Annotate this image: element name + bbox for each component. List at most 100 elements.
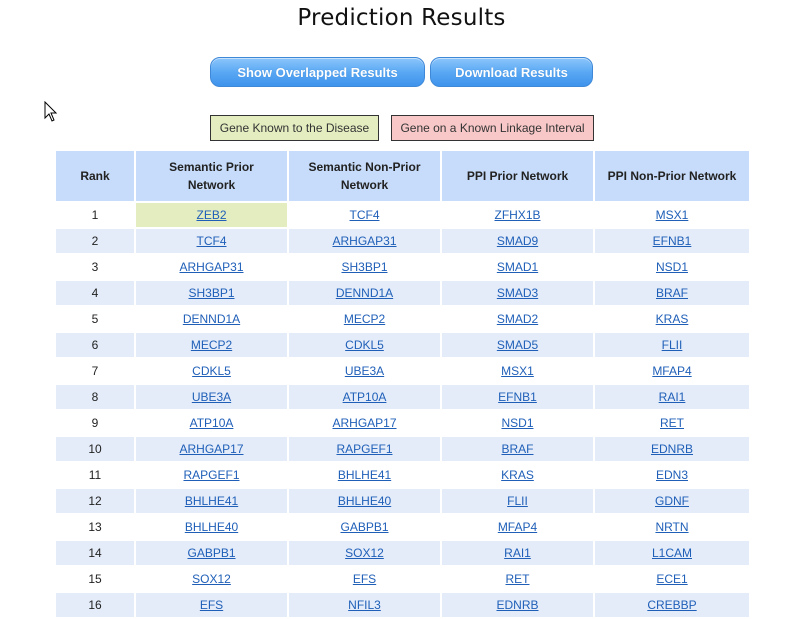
semantic-nonprior-gene-link[interactable]: TCF4 bbox=[349, 208, 380, 222]
gene-cell: EFS bbox=[136, 593, 289, 619]
gene-cell: DENND1A bbox=[289, 281, 442, 307]
ppi-prior-gene-link[interactable]: SMAD1 bbox=[496, 260, 539, 274]
gene-cell: KRAS bbox=[442, 463, 595, 489]
ppi-nonprior-gene-link[interactable]: NRTN bbox=[655, 520, 689, 534]
semantic-nonprior-gene-link[interactable]: ARHGAP31 bbox=[332, 234, 397, 248]
gene-cell: MFAP4 bbox=[442, 515, 595, 541]
semantic-nonprior-gene-link[interactable]: DENND1A bbox=[335, 286, 394, 300]
gene-cell: FLII bbox=[442, 489, 595, 515]
gene-cell: EFNB1 bbox=[595, 229, 749, 255]
legend-known-disease: Gene Known to the Disease bbox=[210, 115, 379, 141]
ppi-prior-gene-link[interactable]: NSD1 bbox=[501, 416, 534, 430]
ppi-prior-gene-link[interactable]: RET bbox=[505, 572, 530, 586]
semantic-prior-gene-link[interactable]: BHLHE41 bbox=[184, 494, 239, 508]
semantic-prior-gene-link[interactable]: DENND1A bbox=[182, 312, 241, 326]
table-row: 7 CDKL5 UBE3A MSX1 MFAP4 bbox=[56, 359, 749, 385]
ppi-prior-gene-link[interactable]: EDNRB bbox=[496, 598, 539, 612]
gene-cell: ARHGAP31 bbox=[136, 255, 289, 281]
column-header-ppi-prior: PPI Prior Network bbox=[442, 151, 595, 203]
ppi-prior-gene-link[interactable]: KRAS bbox=[501, 468, 534, 482]
semantic-nonprior-gene-link[interactable]: MECP2 bbox=[343, 312, 386, 326]
ppi-nonprior-gene-link[interactable]: FLII bbox=[661, 338, 683, 352]
gene-cell: RAPGEF1 bbox=[136, 463, 289, 489]
table-row: 15 SOX12 EFS RET ECE1 bbox=[56, 567, 749, 593]
ppi-prior-gene-link[interactable]: SMAD5 bbox=[496, 338, 539, 352]
semantic-prior-gene-link[interactable]: SH3BP1 bbox=[188, 286, 235, 300]
semantic-nonprior-gene-link[interactable]: CDKL5 bbox=[345, 338, 384, 352]
ppi-prior-gene-link[interactable]: EFNB1 bbox=[498, 390, 537, 404]
rank-cell: 2 bbox=[56, 229, 136, 255]
ppi-nonprior-gene-link[interactable]: RAI1 bbox=[658, 390, 686, 404]
semantic-nonprior-gene-link[interactable]: UBE3A bbox=[344, 364, 385, 378]
gene-cell: BHLHE41 bbox=[289, 463, 442, 489]
rank-cell: 13 bbox=[56, 515, 136, 541]
semantic-prior-gene-link[interactable]: TCF4 bbox=[196, 234, 227, 248]
gene-cell: SMAD5 bbox=[442, 333, 595, 359]
ppi-nonprior-gene-link[interactable]: MFAP4 bbox=[652, 364, 692, 378]
ppi-prior-gene-link[interactable]: BRAF bbox=[501, 442, 534, 456]
table-row: 1 ZEB2 TCF4 ZFHX1B MSX1 bbox=[56, 203, 749, 229]
ppi-prior-gene-link[interactable]: MSX1 bbox=[501, 364, 534, 378]
semantic-prior-gene-link[interactable]: ZEB2 bbox=[196, 208, 227, 222]
gene-cell: FLII bbox=[595, 333, 749, 359]
ppi-prior-gene-link[interactable]: MFAP4 bbox=[497, 520, 538, 534]
ppi-nonprior-gene-link[interactable]: CREBBP bbox=[647, 598, 697, 612]
gene-cell: ARHGAP17 bbox=[136, 437, 289, 463]
ppi-nonprior-gene-link[interactable]: EDN3 bbox=[655, 468, 688, 482]
column-header-ppi-nonprior: PPI Non-Prior Network bbox=[595, 151, 749, 203]
gene-cell: CDKL5 bbox=[136, 359, 289, 385]
semantic-prior-gene-link[interactable]: RAPGEF1 bbox=[183, 468, 240, 482]
semantic-nonprior-gene-link[interactable]: ARHGAP17 bbox=[332, 416, 397, 430]
semantic-prior-gene-link[interactable]: SOX12 bbox=[192, 572, 231, 586]
ppi-nonprior-gene-link[interactable]: EDNRB bbox=[650, 442, 693, 456]
semantic-prior-gene-link[interactable]: CDKL5 bbox=[192, 364, 231, 378]
ppi-nonprior-gene-link[interactable]: BRAF bbox=[655, 286, 688, 300]
ppi-prior-gene-link[interactable]: RAI1 bbox=[504, 546, 531, 560]
column-header-rank: Rank bbox=[56, 151, 136, 203]
show-overlapped-results-button[interactable]: Show Overlapped Results bbox=[210, 57, 425, 87]
ppi-prior-gene-link[interactable]: SMAD2 bbox=[496, 312, 539, 326]
semantic-prior-gene-link[interactable]: ARHGAP31 bbox=[179, 260, 244, 274]
ppi-prior-gene-link[interactable]: FLII bbox=[507, 494, 528, 508]
ppi-nonprior-gene-link[interactable]: GDNF bbox=[655, 494, 689, 508]
gene-cell: CDKL5 bbox=[289, 333, 442, 359]
ppi-nonprior-gene-link[interactable]: NSD1 bbox=[655, 260, 688, 274]
gene-cell: KRAS bbox=[595, 307, 749, 333]
gene-cell: GABPB1 bbox=[136, 541, 289, 567]
semantic-nonprior-gene-link[interactable]: RAPGEF1 bbox=[336, 442, 393, 456]
ppi-nonprior-gene-link[interactable]: KRAS bbox=[655, 312, 689, 326]
rank-cell: 9 bbox=[56, 411, 136, 437]
semantic-prior-gene-link[interactable]: BHLHE40 bbox=[184, 520, 239, 534]
semantic-prior-gene-link[interactable]: GABPB1 bbox=[187, 546, 236, 560]
ppi-nonprior-gene-link[interactable]: EFNB1 bbox=[652, 234, 692, 248]
table-row: 14 GABPB1 SOX12 RAI1 L1CAM bbox=[56, 541, 749, 567]
ppi-nonprior-gene-link[interactable]: RET bbox=[660, 416, 684, 430]
semantic-nonprior-gene-link[interactable]: SH3BP1 bbox=[341, 260, 388, 274]
semantic-prior-gene-link[interactable]: MECP2 bbox=[190, 338, 233, 352]
gene-cell: ATP10A bbox=[136, 411, 289, 437]
semantic-nonprior-gene-link[interactable]: GABPB1 bbox=[340, 520, 389, 534]
gene-cell: SOX12 bbox=[289, 541, 442, 567]
ppi-prior-gene-link[interactable]: SMAD3 bbox=[496, 286, 539, 300]
semantic-prior-gene-link[interactable]: EFS bbox=[199, 598, 224, 612]
gene-cell: RET bbox=[442, 567, 595, 593]
ppi-nonprior-gene-link[interactable]: ECE1 bbox=[656, 572, 688, 586]
semantic-nonprior-gene-link[interactable]: EFS bbox=[352, 572, 377, 586]
gene-cell: NRTN bbox=[595, 515, 749, 541]
semantic-nonprior-gene-link[interactable]: BHLHE40 bbox=[337, 494, 392, 508]
semantic-nonprior-gene-link[interactable]: ATP10A bbox=[342, 390, 387, 404]
semantic-nonprior-gene-link[interactable]: NFIL3 bbox=[348, 598, 381, 612]
ppi-prior-gene-link[interactable]: ZFHX1B bbox=[494, 208, 541, 222]
gene-cell: MECP2 bbox=[136, 333, 289, 359]
semantic-prior-gene-link[interactable]: ARHGAP17 bbox=[179, 442, 244, 456]
gene-cell: NFIL3 bbox=[289, 593, 442, 619]
ppi-nonprior-gene-link[interactable]: MSX1 bbox=[655, 208, 689, 222]
semantic-prior-gene-link[interactable]: ATP10A bbox=[189, 416, 234, 430]
ppi-prior-gene-link[interactable]: SMAD9 bbox=[496, 234, 539, 248]
semantic-nonprior-gene-link[interactable]: BHLHE41 bbox=[337, 468, 392, 482]
column-header-semantic-nonprior: Semantic Non-Prior Network bbox=[289, 151, 442, 203]
semantic-nonprior-gene-link[interactable]: SOX12 bbox=[345, 546, 384, 560]
download-results-button[interactable]: Download Results bbox=[430, 57, 593, 87]
ppi-nonprior-gene-link[interactable]: L1CAM bbox=[651, 546, 692, 560]
semantic-prior-gene-link[interactable]: UBE3A bbox=[191, 390, 232, 404]
